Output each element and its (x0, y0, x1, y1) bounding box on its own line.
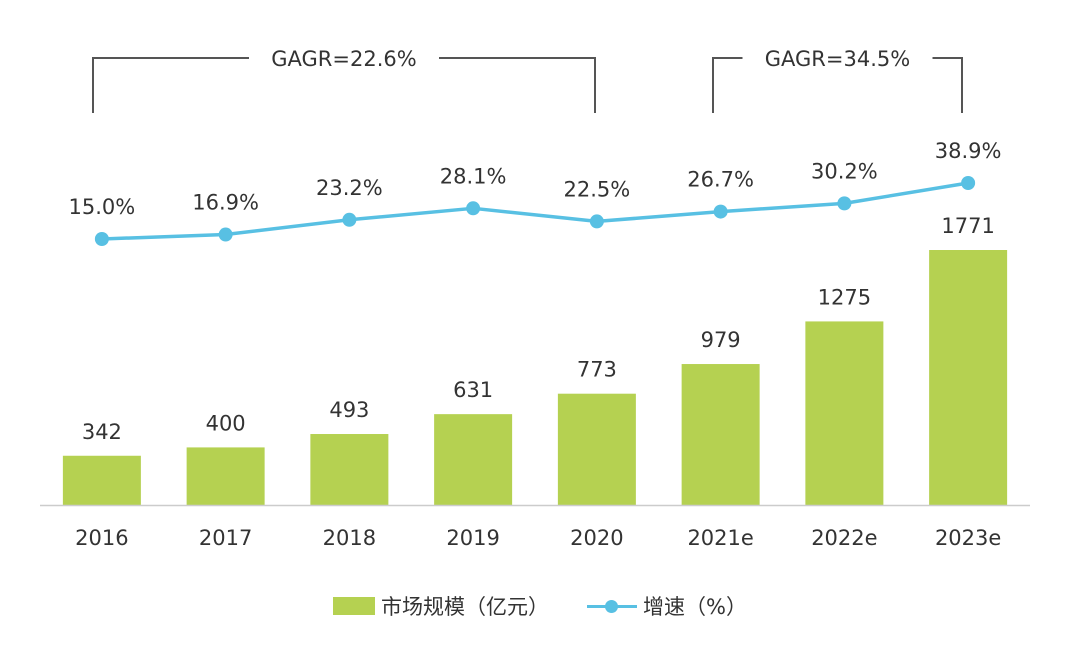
bar-2020 (557, 393, 636, 505)
bar-label-2019: 631 (453, 378, 493, 402)
cagr-bracket-2: GAGR=34.5% (712, 47, 963, 113)
line-point-2018 (342, 212, 357, 227)
bar-label-2016: 342 (82, 420, 122, 444)
x-tick-2023e: 2023e (935, 526, 1001, 550)
legend-bar-swatch (333, 597, 376, 615)
line-point-2023e (961, 176, 976, 190)
line-series (94, 176, 976, 246)
bar-label-2023e: 1771 (941, 214, 994, 238)
x-tick-2021e: 2021e (687, 526, 753, 550)
legend-bar-label: 市场规模（亿元） (381, 595, 550, 619)
line-label-2016: 15.0% (69, 195, 136, 219)
bar-2016 (62, 455, 141, 505)
legend-line-label: 增速（%） (643, 595, 747, 619)
line-point-2021e (713, 204, 728, 219)
line-point-2019 (466, 201, 481, 216)
bar-2023e (929, 250, 1008, 505)
x-tick-2019: 2019 (446, 526, 499, 550)
cagr-brackets: GAGR=22.6% GAGR=34.5% (92, 47, 963, 113)
line-label-2021e: 26.7% (687, 168, 754, 192)
line-label-2017: 16.9% (192, 191, 259, 215)
line-label-2022e: 30.2% (811, 159, 878, 183)
line-point-2022e (837, 196, 852, 211)
cagr-label-1: GAGR=22.6% (271, 47, 416, 71)
bar-2021e (681, 364, 760, 505)
legend: 市场规模（亿元） 增速（%） (0, 588, 1080, 624)
x-tick-2016: 2016 (75, 526, 128, 550)
bar-2022e (805, 321, 884, 505)
legend-item-bar: 市场规模（亿元） (333, 591, 549, 621)
bar-label-2021e: 979 (701, 328, 741, 352)
bar-value-labels: 342 400 493 631 773 979 1275 1771 (82, 214, 995, 444)
bar-2018 (310, 434, 389, 505)
cagr-bracket-1: GAGR=22.6% (92, 47, 596, 113)
cagr-label-2: GAGR=34.5% (765, 47, 910, 71)
legend-item-line: 增速（%） (587, 591, 747, 621)
bar-2019 (434, 414, 513, 505)
x-tick-2022e: 2022e (811, 526, 877, 550)
x-tick-2017: 2017 (199, 526, 252, 550)
x-tick-2020: 2020 (570, 526, 623, 550)
bar-label-2022e: 1275 (818, 285, 871, 309)
line-point-2020 (589, 214, 604, 229)
bar-series (62, 250, 1008, 505)
x-tick-labels: 2016 2017 2018 2019 2020 2021e 2022e 2023e (75, 526, 1001, 550)
bar-2017 (186, 447, 265, 505)
bar-label-2018: 493 (329, 398, 369, 422)
line-label-2018: 23.2% (316, 176, 383, 200)
line-value-labels: 15.0% 16.9% 23.2% 28.1% 22.5% 26.7% 30.2% 38.9% (69, 139, 1002, 219)
legend-line-swatch (587, 597, 638, 615)
bar-label-2017: 400 (206, 411, 246, 435)
bar-label-2020: 773 (577, 358, 617, 382)
growth-line (101, 181, 969, 241)
line-point-2016 (94, 232, 109, 246)
line-label-2019: 28.1% (440, 164, 507, 188)
combo-chart: GAGR=22.6% GAGR=34.5% 342 400 493 631 773 979 1… (40, 47, 1030, 550)
line-label-2020: 22.5% (564, 177, 631, 201)
line-point-2017 (218, 227, 233, 242)
line-label-2023e: 38.9% (935, 139, 1002, 163)
x-tick-2018: 2018 (323, 526, 376, 550)
